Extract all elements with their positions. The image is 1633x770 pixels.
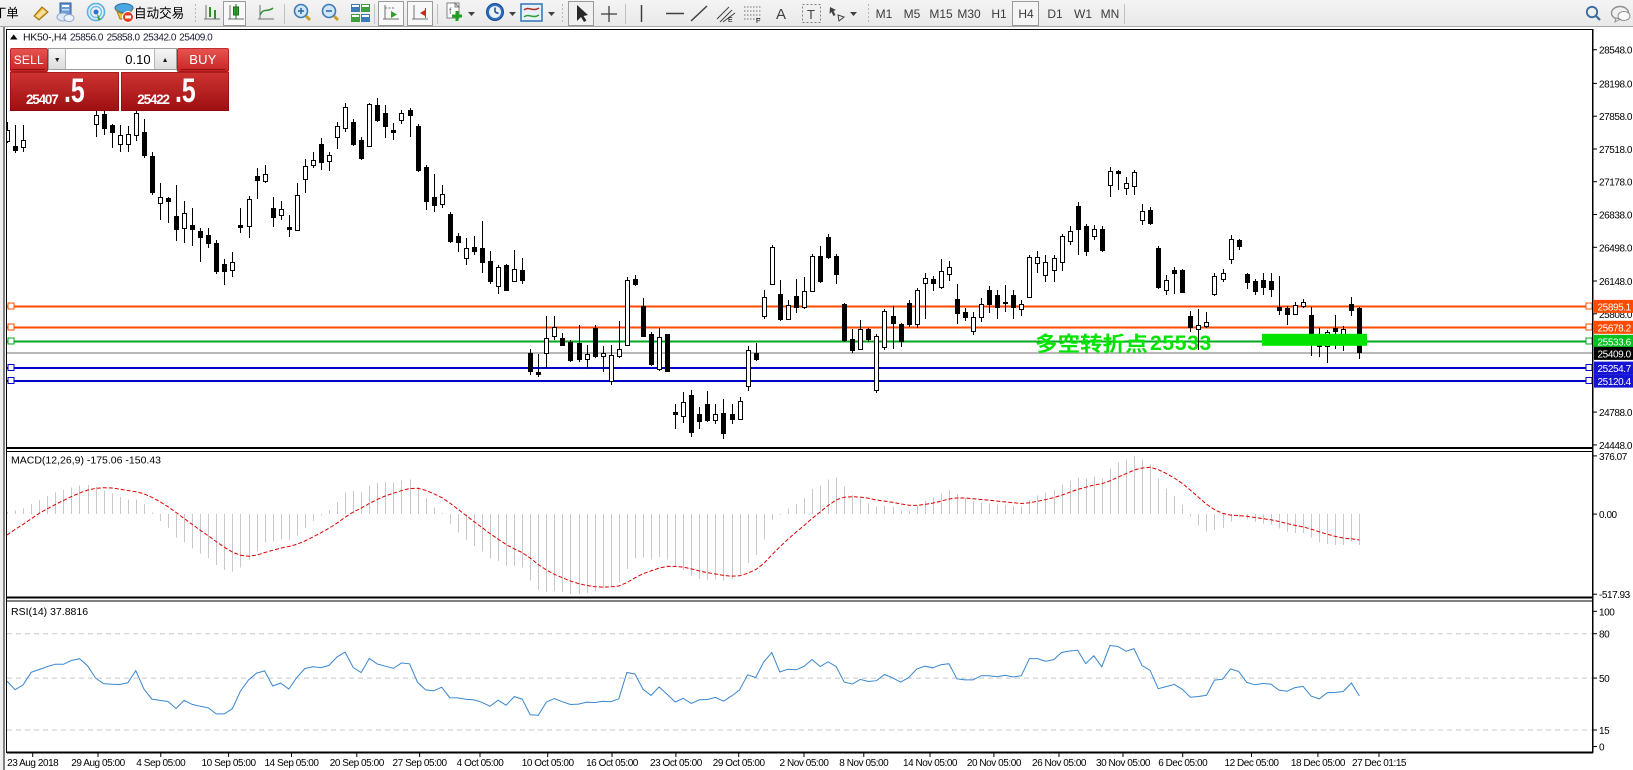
svg-text:376.07: 376.07 [1599,452,1628,463]
svg-text:100: 100 [1599,607,1615,618]
svg-text:M30: M30 [957,7,981,21]
svg-text:f: f [449,6,452,16]
svg-text:A: A [776,6,786,23]
svg-text:RSI(14) 37.8816: RSI(14) 37.8816 [11,606,88,618]
svg-text:25678.2: 25678.2 [1598,323,1632,334]
svg-text:27858.0: 27858.0 [1599,112,1633,123]
svg-text:M5: M5 [904,7,921,21]
svg-text:0.00: 0.00 [1599,510,1618,521]
svg-text:8 Nov 05:00: 8 Nov 05:00 [839,758,889,769]
svg-text:MN: MN [1101,7,1120,21]
svg-text:25533: 25533 [1150,332,1212,355]
svg-text:50: 50 [1599,674,1610,685]
svg-text:25120.4: 25120.4 [1598,377,1632,388]
svg-text:0: 0 [1599,743,1605,754]
svg-text:25856.0: 25856.0 [70,33,104,44]
svg-text:25858.0: 25858.0 [107,33,141,44]
svg-text:26 Nov 05:00: 26 Nov 05:00 [1032,758,1087,769]
svg-text:15: 15 [1599,726,1610,737]
svg-text:MACD(12,26,9) -175.06 -150.43: MACD(12,26,9) -175.06 -150.43 [11,455,161,467]
svg-text:10 Sep 05:00: 10 Sep 05:00 [202,758,257,769]
svg-text:16 Oct 05:00: 16 Oct 05:00 [586,758,639,769]
svg-text:27 Dec 01:15: 27 Dec 01:15 [1352,758,1407,769]
svg-text:14 Nov 05:00: 14 Nov 05:00 [903,758,958,769]
svg-text:25342.0: 25342.0 [143,33,177,44]
svg-text:12 Dec 05:00: 12 Dec 05:00 [1224,758,1279,769]
svg-text:D1: D1 [1047,7,1063,21]
svg-text:26498.0: 26498.0 [1599,243,1633,254]
svg-text:25409.0: 25409.0 [179,33,213,44]
svg-text:20 Sep 05:00: 20 Sep 05:00 [330,758,385,769]
svg-text:27178.0: 27178.0 [1599,178,1633,189]
svg-text:4 Oct 05:00: 4 Oct 05:00 [457,758,505,769]
svg-text:25409.0: 25409.0 [1598,349,1632,360]
svg-text:29 Oct 05:00: 29 Oct 05:00 [713,758,766,769]
svg-text:23 Aug 2018: 23 Aug 2018 [7,758,59,769]
svg-text:25533.6: 25533.6 [1598,337,1632,348]
svg-text:14 Sep 05:00: 14 Sep 05:00 [264,758,319,769]
svg-text:E: E [728,17,733,24]
svg-text:26148.0: 26148.0 [1599,277,1633,288]
svg-text:-517.93: -517.93 [1599,590,1631,601]
svg-text:29 Aug 05:00: 29 Aug 05:00 [71,758,125,769]
svg-text:4 Sep 05:00: 4 Sep 05:00 [136,758,186,769]
svg-text:20 Nov 05:00: 20 Nov 05:00 [967,758,1022,769]
svg-text:F: F [756,18,760,25]
svg-text:24448.0: 24448.0 [1599,441,1633,452]
svg-text:H4: H4 [1018,7,1034,21]
svg-text:W1: W1 [1074,7,1092,21]
svg-text:28548.0: 28548.0 [1599,46,1633,57]
svg-text:25808.0: 25808.0 [1599,310,1633,321]
svg-text:30 Nov 05:00: 30 Nov 05:00 [1096,758,1151,769]
svg-text:2 Nov 05:00: 2 Nov 05:00 [780,758,830,769]
svg-text:26838.0: 26838.0 [1599,211,1633,222]
svg-text:M1: M1 [876,7,893,21]
svg-text:10 Oct 05:00: 10 Oct 05:00 [522,758,575,769]
svg-text:18 Dec 05:00: 18 Dec 05:00 [1291,758,1346,769]
svg-text:T: T [807,7,815,22]
svg-text:25895.1: 25895.1 [1598,302,1632,313]
svg-text:25254.7: 25254.7 [1598,364,1632,375]
svg-text:HK50-,H4: HK50-,H4 [23,32,67,44]
svg-text:80: 80 [1599,630,1610,641]
svg-text:6 Dec 05:00: 6 Dec 05:00 [1158,758,1208,769]
svg-text:H1: H1 [991,7,1007,21]
svg-text:27 Sep 05:00: 27 Sep 05:00 [393,758,448,769]
svg-text:28198.0: 28198.0 [1599,79,1633,90]
svg-text:M15: M15 [929,7,953,21]
svg-text:27518.0: 27518.0 [1599,145,1633,156]
svg-text:23 Oct 05:00: 23 Oct 05:00 [650,758,703,769]
svg-text:24788.0: 24788.0 [1599,408,1633,419]
